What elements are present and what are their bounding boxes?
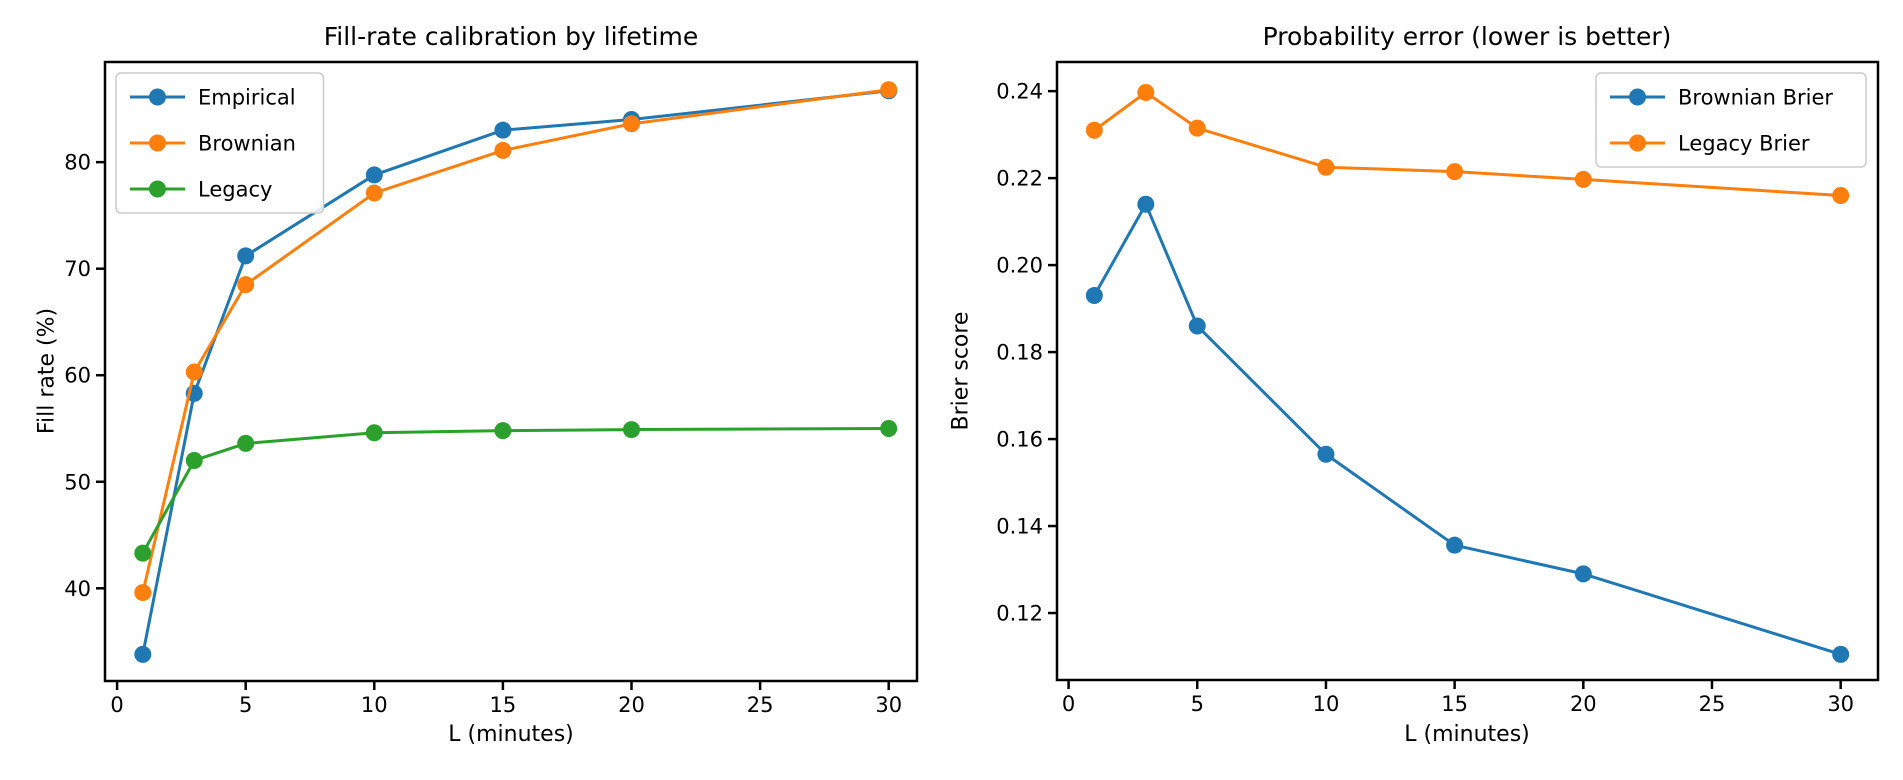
data-point-brownian-brier-1 xyxy=(1085,287,1103,305)
y-tick-label: 0.16 xyxy=(996,428,1043,452)
data-point-brownian-5 xyxy=(237,276,255,294)
data-point-legacy-1 xyxy=(134,544,152,562)
legend-label: Empirical xyxy=(198,86,296,110)
data-point-empirical-15 xyxy=(494,121,512,139)
x-tick-label: 25 xyxy=(747,693,774,717)
data-point-brownian-1 xyxy=(134,584,152,602)
y-tick-label: 0.24 xyxy=(996,80,1043,104)
right-chart-title: Probability error (lower is better) xyxy=(1262,22,1672,51)
legend-label: Legacy Brier xyxy=(1678,132,1810,156)
legend-label: Brownian xyxy=(198,132,296,156)
x-tick-label: 20 xyxy=(618,693,645,717)
y-tick-label: 0.20 xyxy=(996,254,1043,278)
axes-frame xyxy=(1055,60,1880,682)
x-tick-label: 5 xyxy=(1191,692,1204,716)
legend-sample-marker xyxy=(149,134,166,152)
data-point-empirical-10 xyxy=(365,166,383,184)
data-point-legacy-5 xyxy=(237,434,255,452)
x-tick-label: 30 xyxy=(1827,692,1854,716)
y-tick-label: 80 xyxy=(64,151,91,175)
data-point-legacy-brier-15 xyxy=(1446,163,1464,181)
legend-label: Legacy xyxy=(198,178,272,202)
y-tick-label: 60 xyxy=(64,364,91,388)
data-point-empirical-1 xyxy=(134,645,152,663)
data-point-legacy-brier-20 xyxy=(1574,170,1592,188)
legend-sample-marker xyxy=(149,180,166,198)
right-chart-ylabel: Brier score xyxy=(948,311,974,431)
y-tick-label: 0.14 xyxy=(996,515,1043,539)
left-chart-ylabel: Fill rate (%) xyxy=(34,307,60,435)
series-line-brownian-brier xyxy=(1092,202,1843,656)
data-point-legacy-20 xyxy=(623,421,641,439)
x-tick-label: 15 xyxy=(490,693,517,717)
data-point-legacy-brier-30 xyxy=(1832,187,1850,205)
data-point-legacy-3 xyxy=(185,451,203,469)
x-tick-label: 10 xyxy=(361,693,388,717)
data-point-brownian-15 xyxy=(494,141,512,159)
data-point-brownian-brier-3 xyxy=(1137,195,1155,213)
legend-sample-marker xyxy=(1629,88,1646,106)
data-point-legacy-brier-10 xyxy=(1317,158,1335,176)
data-point-brownian-30 xyxy=(880,81,898,99)
data-point-brownian-3 xyxy=(185,363,203,381)
x-tick-label: 0 xyxy=(110,693,123,717)
x-tick-label: 10 xyxy=(1313,692,1340,716)
y-tick-label: 0.22 xyxy=(996,167,1043,191)
data-point-legacy-15 xyxy=(494,422,512,440)
right-chart-xlabel: L (minutes) xyxy=(1404,722,1530,747)
y-tick-label: 0.18 xyxy=(996,341,1043,365)
left-chart-xlabel: L (minutes) xyxy=(448,722,574,747)
y-tick-label: 70 xyxy=(64,257,91,281)
data-point-legacy-brier-1 xyxy=(1085,121,1103,139)
x-tick-label: 15 xyxy=(1441,692,1468,716)
x-tick-label: 5 xyxy=(239,693,252,717)
legend-box xyxy=(115,72,325,214)
x-tick-label: 25 xyxy=(1699,692,1726,716)
x-tick-label: 20 xyxy=(1570,692,1597,716)
data-point-legacy-brier-3 xyxy=(1137,83,1155,101)
data-point-brownian-brier-20 xyxy=(1574,565,1592,583)
y-tick-label: 40 xyxy=(64,577,91,601)
data-point-brownian-brier-15 xyxy=(1446,536,1464,554)
data-point-brownian-20 xyxy=(623,115,641,133)
data-point-brownian-brier-30 xyxy=(1832,645,1850,663)
data-point-brownian-brier-10 xyxy=(1317,445,1335,463)
data-point-brownian-10 xyxy=(365,184,383,202)
data-point-empirical-5 xyxy=(237,247,255,265)
x-tick-label: 30 xyxy=(875,693,902,717)
series-line-legacy xyxy=(141,426,891,555)
y-tick-label: 0.12 xyxy=(996,602,1043,626)
left-chart-title: Fill-rate calibration by lifetime xyxy=(323,22,699,51)
data-point-legacy-brier-5 xyxy=(1188,119,1206,137)
legend-sample-marker xyxy=(1629,134,1646,152)
x-tick-label: 0 xyxy=(1062,692,1075,716)
data-point-brownian-brier-5 xyxy=(1188,317,1206,335)
axes-frame xyxy=(103,60,919,683)
legend-label: Brownian Brier xyxy=(1678,86,1833,110)
data-point-legacy-10 xyxy=(365,424,383,442)
data-point-legacy-30 xyxy=(880,419,898,437)
legend-sample-marker xyxy=(149,88,166,106)
y-tick-label: 50 xyxy=(64,470,91,494)
